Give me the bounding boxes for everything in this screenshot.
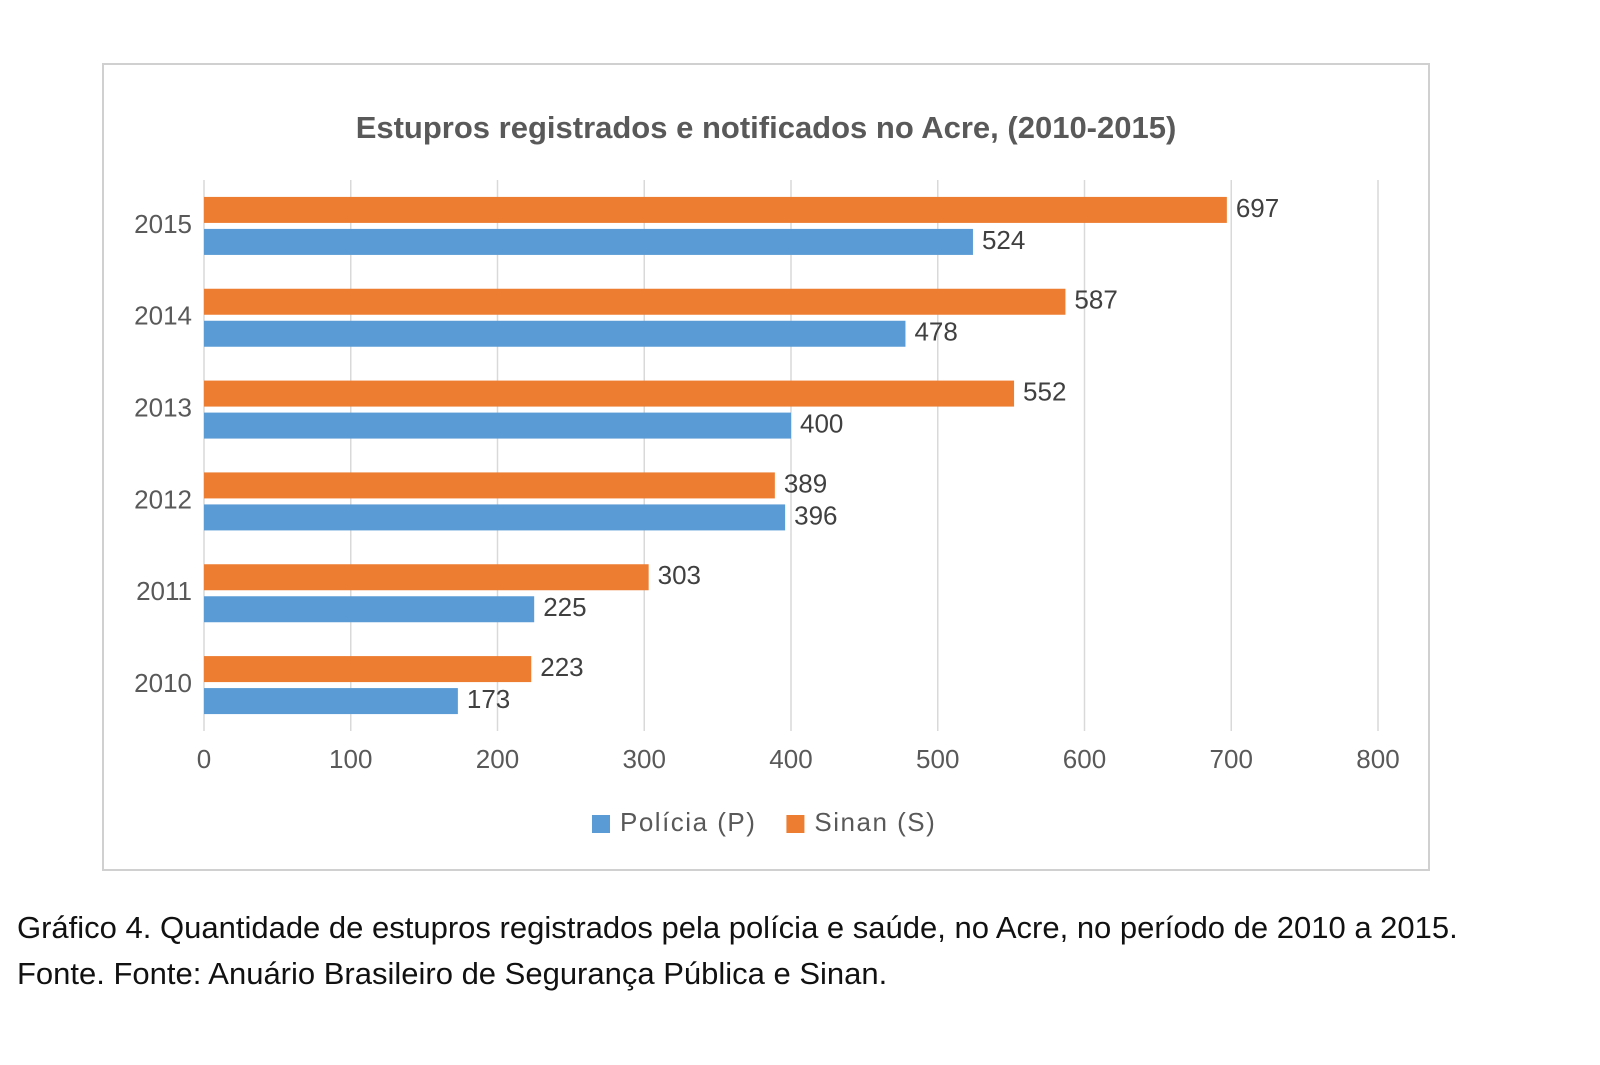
caption-source: Fonte. Fonte: Anuário Brasileiro de Segu…: [17, 956, 888, 991]
value-label: 400: [800, 408, 843, 438]
bar: [204, 564, 649, 591]
legend-label: Polícia (P): [620, 807, 756, 837]
bar: [204, 288, 1066, 315]
value-label: 223: [540, 652, 583, 682]
bar: [204, 412, 791, 439]
y-tick-label: 2010: [134, 668, 192, 698]
legend-label: Sinan (S): [814, 807, 936, 837]
value-label: 303: [658, 560, 701, 590]
chart-title: Estupros registrados e notificados no Ac…: [356, 110, 1177, 145]
x-tick-label: 400: [769, 744, 812, 774]
x-tick-label: 0: [197, 744, 211, 774]
value-label: 478: [914, 317, 957, 347]
legend-swatch: [592, 815, 610, 833]
value-label: 225: [543, 592, 586, 622]
value-label: 524: [982, 225, 1025, 255]
y-tick-label: 2015: [134, 209, 192, 239]
chart: Estupros registrados e notificados no Ac…: [102, 63, 1430, 871]
bar: [204, 688, 458, 715]
legend-swatch: [786, 815, 805, 833]
bar: [204, 472, 775, 499]
bar: [204, 380, 1015, 407]
y-tick-label: 2014: [134, 301, 192, 331]
y-tick-label: 2012: [134, 484, 192, 514]
y-tick-label: 2011: [136, 576, 192, 606]
x-tick-label: 800: [1356, 744, 1399, 774]
caption-text: Gráfico 4. Quantidade de estupros regist…: [17, 910, 1458, 945]
value-label: 396: [794, 500, 837, 530]
x-tick-label: 300: [623, 744, 666, 774]
value-label: 389: [784, 468, 827, 498]
bar: [204, 196, 1227, 223]
value-label: 587: [1074, 285, 1117, 315]
bar: [204, 596, 535, 623]
x-tick-label: 100: [329, 744, 372, 774]
bar: [204, 228, 973, 255]
value-label: 552: [1023, 376, 1066, 406]
x-tick-label: 200: [476, 744, 519, 774]
bar: [204, 504, 786, 531]
y-tick-label: 2013: [134, 392, 192, 422]
x-tick-label: 700: [1210, 744, 1253, 774]
bar: [204, 320, 906, 347]
x-tick-label: 600: [1063, 744, 1106, 774]
caption: Gráfico 4. Quantidade de estupros regist…: [17, 905, 1517, 997]
value-label: 697: [1236, 193, 1279, 223]
bar: [204, 656, 532, 683]
value-label: 173: [467, 684, 510, 714]
x-tick-label: 500: [916, 744, 959, 774]
